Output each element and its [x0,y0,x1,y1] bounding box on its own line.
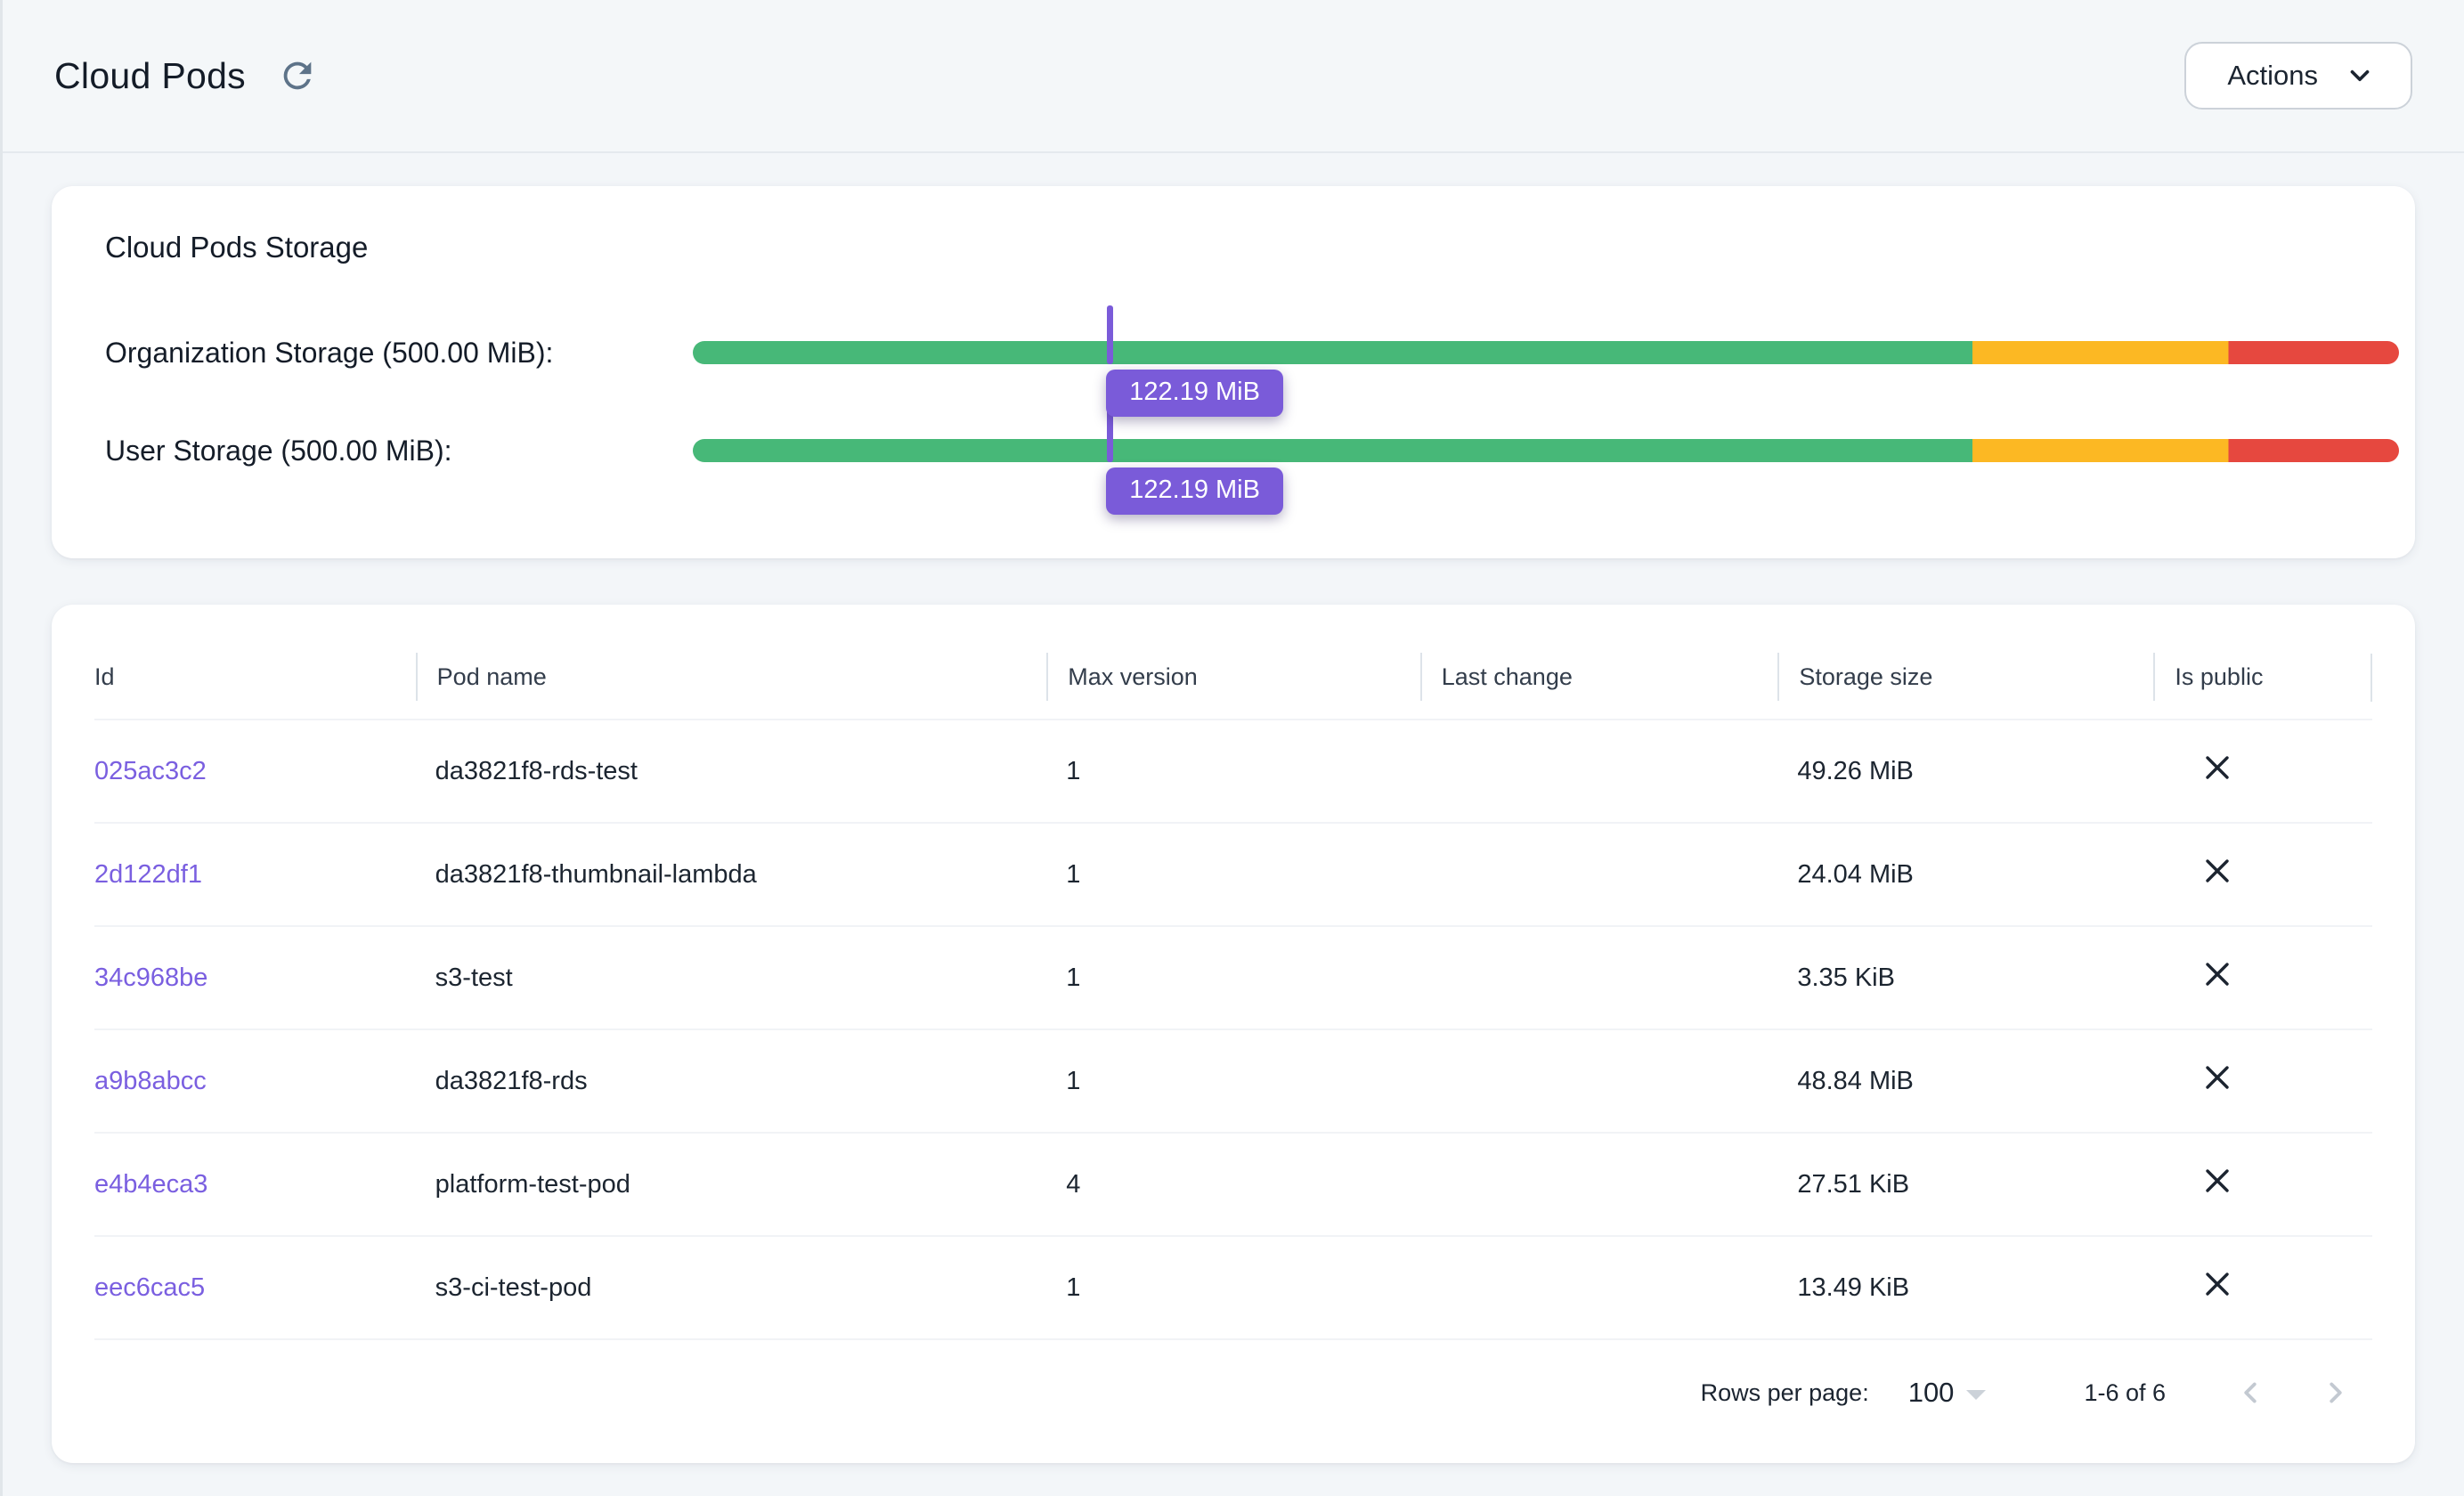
x-mark-icon [2201,1165,2233,1197]
chevron-left-icon [2233,1376,2267,1410]
table-body: 025ac3c2 da3821f8-rds-test 1 49.26 MiB 2… [94,720,2372,1340]
x-mark-icon [2201,1061,2233,1094]
storage-gauge-track [693,439,2399,462]
cloud-pods-storage-card: Cloud Pods Storage Organization Storage … [52,186,2415,558]
table-row: a9b8abcc da3821f8-rds 1 48.84 MiB [94,1030,2372,1134]
chevron-right-icon [2319,1376,2353,1410]
table-row: 2d122df1 da3821f8-thumbnail-lambda 1 24.… [94,824,2372,927]
pod-id-link[interactable]: 025ac3c2 [94,756,207,785]
storage-gauge: 122.19 MiB [693,403,2399,515]
title-group: Cloud Pods [54,47,326,104]
column-header-pod-name[interactable]: Pod name [415,653,1047,701]
rows-per-page-select[interactable]: 100 [1908,1377,1987,1409]
column-header-last-change[interactable]: Last change [1419,653,1778,701]
refresh-icon [277,55,318,96]
storage-gauge: 122.19 MiB [693,305,2399,417]
column-header-storage-size[interactable]: Storage size [1777,653,2153,701]
storage-size-cell: 3.35 KiB [1797,963,1895,992]
storage-size-cell: 13.49 KiB [1797,1272,1910,1302]
pod-name-cell: s3-ci-test-pod [435,1272,592,1302]
pod-id-link[interactable]: a9b8abcc [94,1066,207,1095]
app-header: Cloud Pods Actions [3,0,2464,153]
is-public-cell [2153,1165,2372,1204]
max-version-cell: 1 [1066,963,1081,992]
chevron-down-icon [2345,61,2375,91]
max-version-cell: 1 [1066,859,1081,889]
table-header-row: Id Pod name Max version Last change Storage … [94,635,2372,720]
max-version-cell: 4 [1066,1169,1081,1199]
table-row: 025ac3c2 da3821f8-rds-test 1 49.26 MiB [94,720,2372,824]
storage-card-title: Cloud Pods Storage [105,231,369,264]
storage-usage-badge: 122.19 MiB [1106,467,1283,515]
storage-bar-label: Organization Storage (500.00 MiB): [105,336,554,369]
storage-gauge-marker [1107,403,1114,462]
pod-name-cell: da3821f8-rds [435,1066,588,1095]
actions-button[interactable]: Actions [2184,42,2412,110]
max-version-cell: 1 [1066,756,1081,785]
actions-button-label: Actions [2227,60,2318,91]
is-public-cell [2153,1268,2372,1307]
pod-name-cell: da3821f8-rds-test [435,756,638,785]
page-title: Cloud Pods [54,54,246,96]
next-page-button[interactable] [2305,1362,2367,1424]
is-public-cell [2153,855,2372,894]
previous-page-button[interactable] [2219,1362,2281,1424]
refresh-button[interactable] [269,47,326,104]
column-header-max-version[interactable]: Max version [1046,653,1420,701]
storage-size-cell: 27.51 KiB [1797,1169,1910,1199]
pod-id-link[interactable]: 34c968be [94,963,208,992]
pod-id-link[interactable]: eec6cac5 [94,1272,206,1302]
pod-id-link[interactable]: 2d122df1 [94,859,202,889]
table-pagination: Rows per page: 100 1-6 of 6 [94,1340,2372,1445]
storage-bar-row: Organization Storage (500.00 MiB): 122.1… [105,304,2399,417]
rows-per-page-label: Rows per page: [1700,1378,1869,1406]
rows-per-page-value: 100 [1907,1377,1955,1408]
storage-bar-row: User Storage (500.00 MiB): 122.19 MiB [105,402,2399,515]
is-public-cell [2153,958,2372,997]
x-mark-icon [2201,752,2233,784]
table-row: e4b4eca3 platform-test-pod 4 27.51 KiB [94,1134,2372,1237]
table-row: eec6cac5 s3-ci-test-pod 1 13.49 KiB [94,1237,2372,1340]
max-version-cell: 1 [1066,1272,1081,1302]
storage-rows: Organization Storage (500.00 MiB): 122.1… [105,304,2399,515]
pod-id-link[interactable]: e4b4eca3 [94,1169,208,1199]
select-caret-icon [1966,1390,1987,1400]
is-public-cell [2153,1061,2372,1101]
storage-gauge-marker [1107,305,1114,364]
storage-size-cell: 48.84 MiB [1797,1066,1914,1095]
storage-size-cell: 24.04 MiB [1797,859,1914,889]
storage-bar-label: User Storage (500.00 MiB): [105,434,452,467]
storage-usage-badge: 122.19 MiB [1106,370,1283,417]
pod-name-cell: s3-test [435,963,513,992]
pod-name-cell: platform-test-pod [435,1169,630,1199]
x-mark-icon [2201,855,2233,887]
column-header-is-public[interactable]: Is public [2153,653,2372,701]
storage-gauge-track [693,341,2399,364]
max-version-cell: 1 [1066,1066,1081,1095]
storage-size-cell: 49.26 MiB [1797,756,1914,785]
table-row: 34c968be s3-test 1 3.35 KiB [94,927,2372,1030]
column-header-id[interactable]: Id [94,663,115,690]
x-mark-icon [2201,1268,2233,1300]
pagination-range-label: 1-6 of 6 [2084,1378,2166,1406]
is-public-cell [2153,752,2372,791]
cloud-pods-table-card: Id Pod name Max version Last change Storage … [52,605,2415,1463]
pod-name-cell: da3821f8-thumbnail-lambda [435,859,757,889]
x-mark-icon [2201,958,2233,990]
